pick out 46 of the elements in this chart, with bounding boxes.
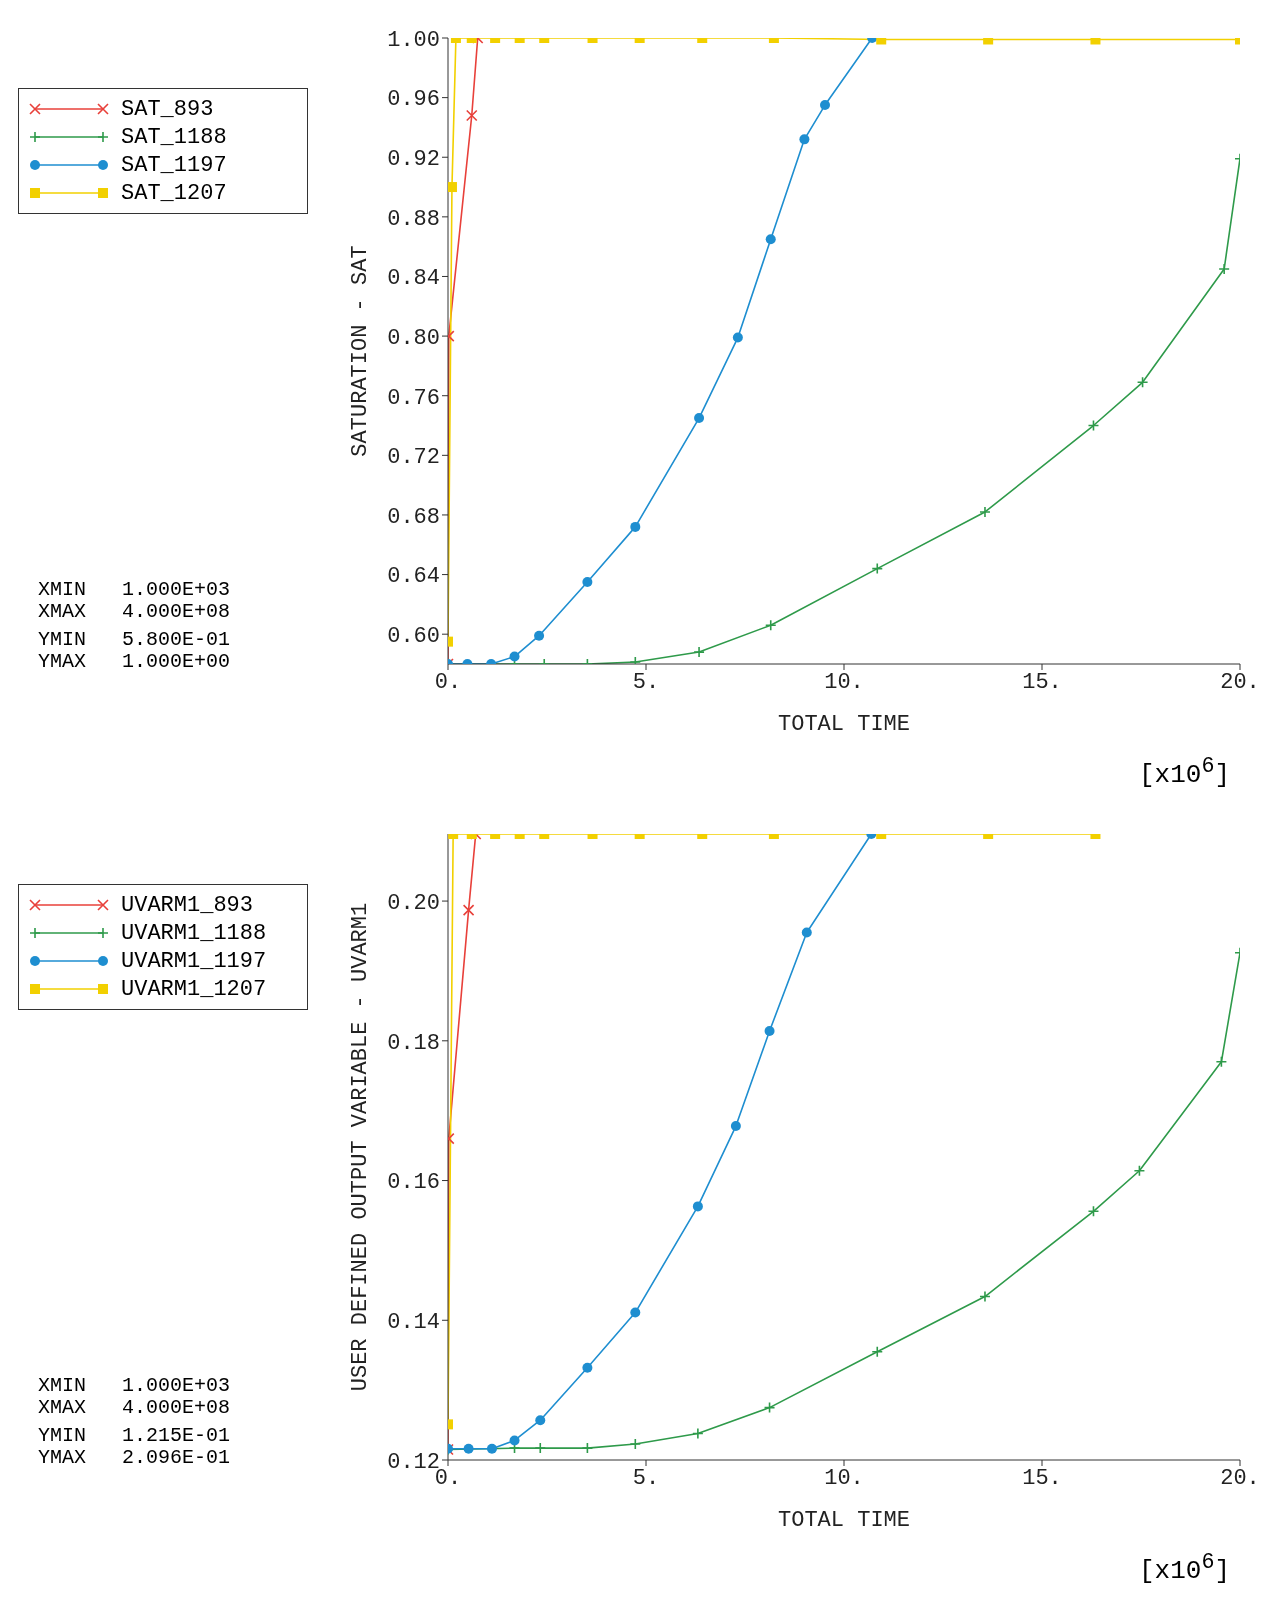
y-tick-label: 0.84 <box>387 266 440 292</box>
legend-label: UVARM1_1188 <box>121 920 267 946</box>
legend-label: SAT_893 <box>121 96 214 122</box>
legend-label: SAT_1188 <box>121 124 227 150</box>
text: YMAX 1.000E+00 <box>38 650 231 673</box>
x-axis-title: TOTAL TIME <box>777 1508 911 1533</box>
y-tick-label: 0.76 <box>387 385 440 411</box>
x-tick-label: 0. <box>434 669 462 695</box>
legend-label: UVARM1_1197 <box>121 948 267 974</box>
y-tick-label: 0.18 <box>387 1030 440 1056</box>
y-tick-label: 0.88 <box>387 206 440 232</box>
text: XMAX 4.000E+08 <box>38 1396 231 1419</box>
y-tick-label: 0.14 <box>387 1310 440 1336</box>
y-tick-label: 0.68 <box>387 504 440 530</box>
x-tick-label: 10. <box>824 1465 864 1491</box>
y-tick-label: 0.64 <box>387 564 440 590</box>
x-tick-label: 10. <box>824 669 864 695</box>
x-tick-label: 5. <box>632 669 660 695</box>
text: XMAX 4.000E+08 <box>38 600 231 623</box>
text: XMIN 1.000E+03 <box>38 578 231 601</box>
text: [x10$^{6}$] <box>1138 754 1230 790</box>
y-tick-label: 0.96 <box>387 87 440 113</box>
y-tick-label: 0.72 <box>387 445 440 471</box>
x-tick-label: 20. <box>1220 669 1260 695</box>
x-axis-title: TOTAL TIME <box>777 712 911 737</box>
text: YMIN 5.800E-01 <box>38 628 231 651</box>
x-tick-label: 15. <box>1022 669 1062 695</box>
y-tick-label: 1.00 <box>387 27 440 53</box>
y-axis-title: USER DEFINED OUTPUT VARIABLE - UVARM1 <box>347 902 373 1392</box>
x-tick-label: 20. <box>1220 1465 1260 1491</box>
y-tick-label: 0.20 <box>387 890 440 916</box>
x-tick-label: 5. <box>632 1465 660 1491</box>
y-tick-label: 0.16 <box>387 1170 440 1196</box>
text: XMIN 1.000E+03 <box>38 1374 231 1397</box>
legend-label: SAT_1197 <box>121 152 227 178</box>
y-axis-title: SATURATION - SAT <box>347 245 373 457</box>
legend-label: UVARM1_893 <box>121 892 254 918</box>
y-tick-label: 0.60 <box>387 624 440 649</box>
legend-label: UVARM1_1207 <box>121 976 267 1002</box>
text: YMIN 1.215E-01 <box>38 1424 231 1447</box>
text: YMAX 2.096E-01 <box>38 1446 231 1469</box>
text: [x10$^{6}$] <box>1138 1550 1230 1586</box>
x-tick-label: 15. <box>1022 1465 1062 1491</box>
y-tick-label: 0.80 <box>387 325 440 351</box>
y-tick-label: 0.92 <box>387 147 440 173</box>
legend-label: SAT_1207 <box>121 180 227 206</box>
